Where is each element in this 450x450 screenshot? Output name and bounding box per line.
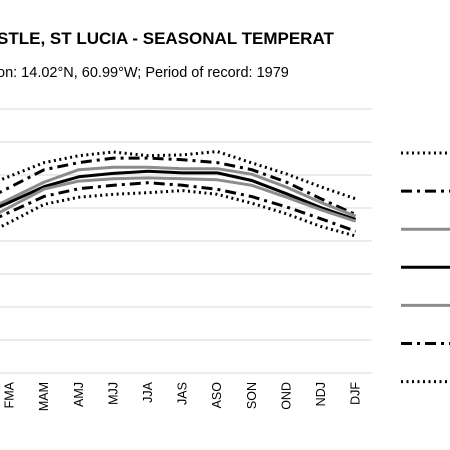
series-line-3 <box>0 165 357 218</box>
legend <box>401 151 450 384</box>
series-lines <box>0 150 357 238</box>
x-tick-label: JJA <box>141 381 155 403</box>
x-tick-label: MAM <box>37 382 51 411</box>
chart-subtitle: on: 14.02°N, 60.99°W; Period of record: … <box>0 65 289 81</box>
x-tick-label: FMA <box>3 381 17 408</box>
x-tick-label: OND <box>279 382 293 410</box>
x-tick-label: NDJ <box>314 382 328 406</box>
series-line-6 <box>0 181 357 233</box>
x-axis-tick-labels: FMA MAM AMJ MJJ JJA JAS ASO SON OND NDJ DJF <box>3 381 363 411</box>
x-tick-label: AMJ <box>72 382 86 407</box>
x-tick-label: JAS <box>176 382 190 405</box>
x-tick-label: SON <box>245 382 259 409</box>
series-line-1 <box>0 150 357 201</box>
series-line-5 <box>0 176 357 223</box>
x-tick-label: ASO <box>210 382 224 409</box>
x-tick-label: DJF <box>349 382 363 405</box>
chart-title: STLE, ST LUCIA - SEASONAL TEMPERAT <box>0 29 334 48</box>
series-line-2 <box>0 156 357 216</box>
series-line-4 <box>0 169 357 221</box>
gridlines <box>0 108 372 374</box>
x-tick-label: MJJ <box>106 382 120 405</box>
